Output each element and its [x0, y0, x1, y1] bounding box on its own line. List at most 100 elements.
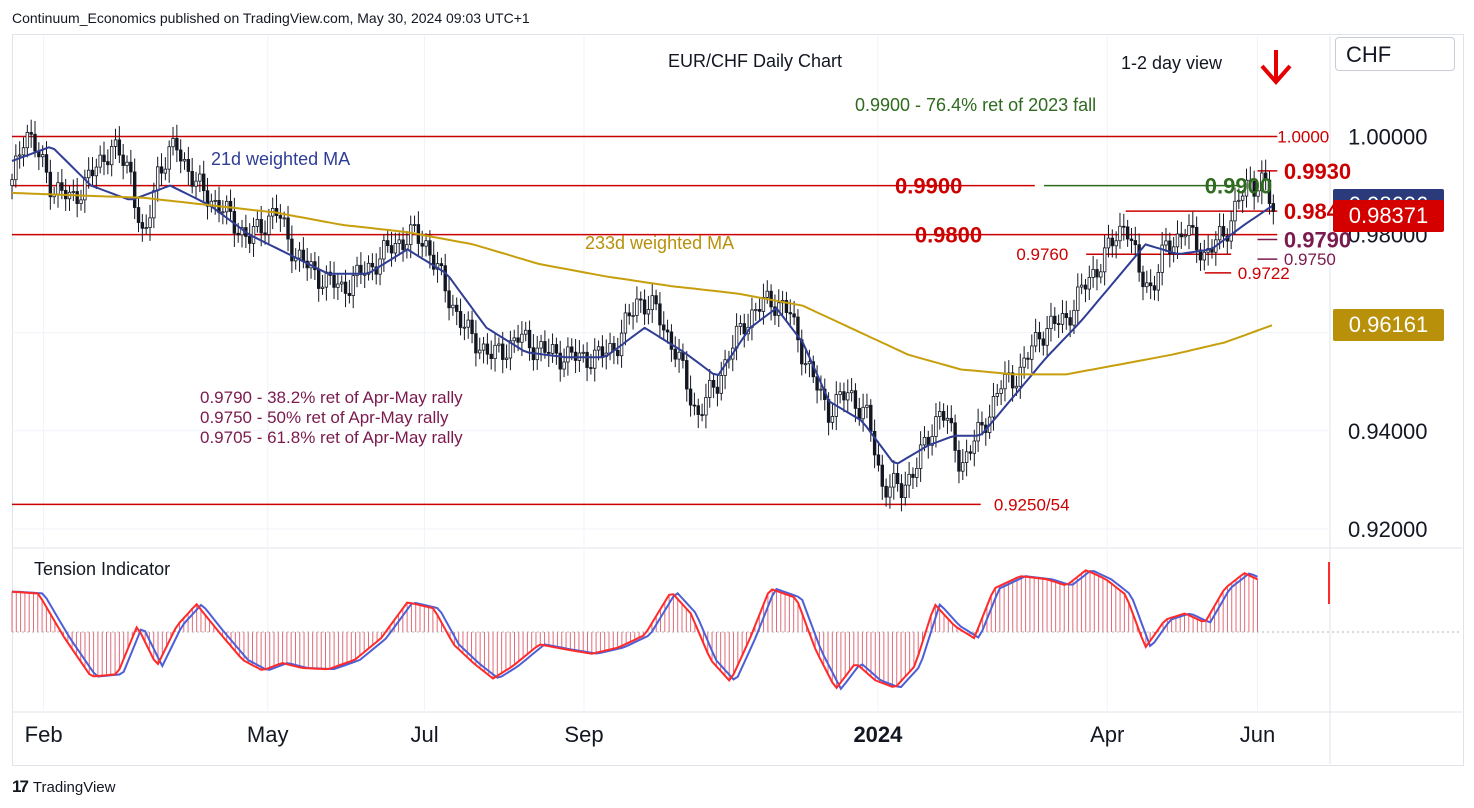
candle-body	[171, 138, 175, 148]
x-tick-label: Jun	[1240, 722, 1275, 747]
candle-body	[1263, 172, 1268, 181]
candle-body	[340, 281, 344, 285]
candle-body	[957, 449, 961, 472]
candle-body	[911, 473, 915, 478]
candle-body	[286, 217, 290, 240]
candle-body	[915, 468, 919, 478]
candle-body	[980, 422, 984, 426]
candle-body	[849, 390, 854, 394]
candle-body	[589, 367, 593, 369]
candle-body	[336, 283, 340, 288]
candle-body	[711, 379, 716, 388]
footer-brand[interactable]: 17 TradingView	[12, 777, 115, 797]
annotation-text: 0.9900 - 76.4% ret of 2023 fall	[855, 95, 1096, 115]
candle-body	[478, 349, 482, 354]
candle-body	[1148, 282, 1153, 287]
candle-body	[938, 411, 942, 417]
candle-body	[443, 265, 447, 292]
annotation-text: 21d weighted MA	[211, 149, 350, 169]
candle-body	[29, 132, 33, 135]
candle-body	[1045, 328, 1049, 346]
candle-body	[796, 316, 800, 341]
candle-body	[1095, 269, 1099, 278]
candle-body	[175, 138, 179, 151]
candle-body	[121, 154, 125, 166]
candle-body	[60, 182, 64, 191]
candle-body	[807, 361, 812, 365]
main-pane-frame	[12, 34, 1464, 766]
candle-body	[1072, 309, 1076, 326]
candle-body	[754, 309, 758, 311]
ma21-line	[11, 146, 1273, 465]
candle-body	[945, 417, 950, 421]
candle-body	[788, 312, 792, 315]
tension-main-line	[11, 569, 1258, 690]
candle-body	[696, 405, 700, 415]
candle-body	[738, 323, 743, 327]
candle-body	[366, 262, 371, 275]
x-tick-label: Jul	[410, 722, 438, 747]
level-lines	[12, 135, 1278, 506]
x-tick-label: May	[247, 722, 289, 747]
candle-body	[213, 200, 217, 202]
candle-body	[570, 346, 574, 353]
candle-body	[819, 388, 823, 391]
candle-body	[351, 275, 355, 296]
y-tick-label: 0.94000	[1348, 419, 1428, 444]
tradingview-logo-icon: 17	[12, 777, 29, 796]
candle-body	[420, 243, 424, 247]
chart-title: EUR/CHF Daily Chart	[668, 51, 842, 71]
candle-body	[255, 219, 260, 227]
level-label: 0.9250/54	[994, 495, 1070, 514]
candle-body	[899, 483, 904, 499]
candle-body	[1110, 237, 1115, 247]
candle-body	[17, 154, 22, 157]
candle-body	[44, 154, 49, 173]
candle-body	[389, 245, 394, 254]
candle-body	[884, 485, 888, 498]
candle-body	[961, 462, 965, 472]
candle-body	[922, 436, 927, 446]
candle-body	[198, 173, 202, 182]
candle-body	[1060, 313, 1065, 325]
level-label: 0.9800	[915, 223, 982, 248]
currency-unit-label[interactable]: CHF	[1335, 37, 1455, 71]
candle-body	[826, 399, 831, 423]
candle-body	[117, 139, 122, 156]
candle-body	[432, 254, 436, 270]
level-label: 0.9930	[1284, 159, 1351, 184]
candle-body	[355, 264, 359, 277]
candle-body	[102, 154, 106, 162]
candle-body	[1152, 285, 1157, 291]
candle-body	[83, 177, 87, 201]
candle-body	[512, 337, 516, 342]
indicator-title: Tension Indicator	[34, 559, 170, 579]
candle-body	[247, 236, 252, 244]
candle-body	[516, 337, 520, 343]
candle-body	[639, 298, 643, 301]
candle-body	[439, 263, 444, 267]
candle-body	[75, 191, 79, 204]
candle-body	[765, 290, 769, 298]
candle-body	[186, 159, 191, 172]
candle-body	[1125, 226, 1130, 240]
annotation-text: 0.9705 - 61.8% ret of Apr-May rally	[200, 428, 463, 447]
candle-body	[267, 215, 271, 235]
candle-body	[1122, 225, 1126, 228]
ma233-line	[11, 191, 1273, 376]
candle-body	[692, 404, 697, 407]
candle-body	[708, 379, 712, 398]
candle-body	[125, 161, 129, 166]
candle-body	[1106, 237, 1111, 249]
candle-body	[1179, 233, 1184, 238]
candle-body	[1164, 240, 1168, 246]
candle-body	[474, 333, 478, 354]
candle-body	[1221, 226, 1226, 237]
candle-body	[485, 343, 490, 355]
candle-body	[447, 290, 451, 309]
candle-body	[1202, 251, 1207, 261]
level-label: 0.9900	[895, 174, 962, 199]
price-candles	[10, 119, 1276, 512]
arrow-down-icon	[1260, 50, 1292, 86]
